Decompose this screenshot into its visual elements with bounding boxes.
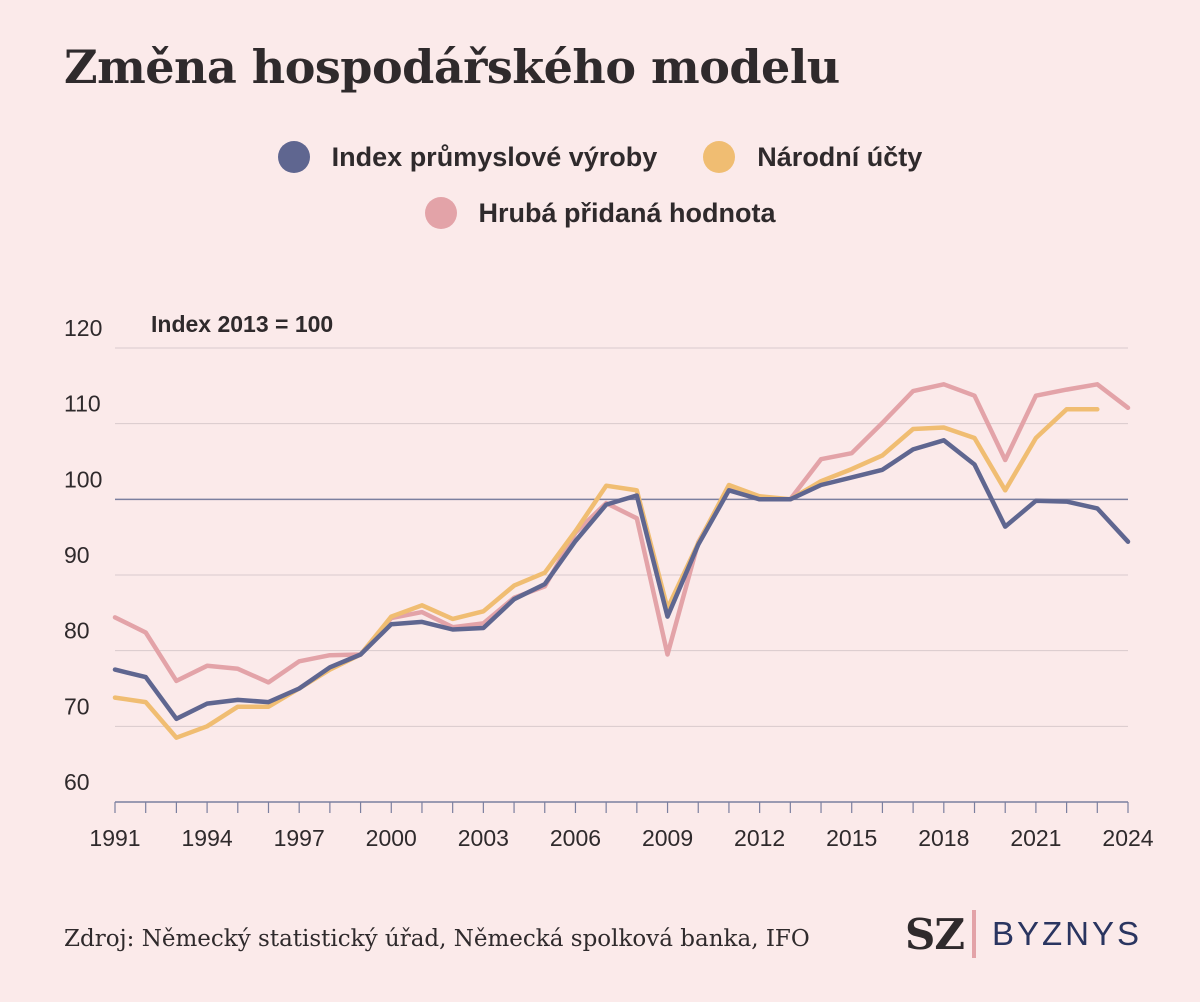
source-note: Zdroj: Německý statistický úřad, Německá… <box>64 926 810 952</box>
legend-swatch-gva <box>424 197 457 229</box>
legend-item-gva: Hrubá přidaná hodnota <box>424 197 776 229</box>
x-tick-label-2021: 2021 <box>1010 825 1061 851</box>
x-axis: 1991 1994 1997 2000 2003 2006 2009 2012 2015 2018… <box>89 801 1154 851</box>
grid-lines <box>115 347 1128 727</box>
x-tick-label-2000: 2000 <box>366 825 417 851</box>
legend-label-national: Národní účty <box>757 141 923 172</box>
y-tick-label-80: 80 <box>64 618 90 644</box>
legend-item-industrial: Index průmyslové výroby <box>277 141 658 173</box>
sz-byznys-logo: SZ BYZNYS <box>905 908 1142 960</box>
x-tick-label-2006: 2006 <box>550 825 601 851</box>
x-tick-label-2012: 2012 <box>734 825 785 851</box>
legend: Index průmyslové výroby Národní účty Hru… <box>0 140 1200 252</box>
legend-item-national: Národní účty <box>703 141 922 173</box>
x-tick-label-1997: 1997 <box>274 825 325 851</box>
y-tick-label-120: 120 <box>64 315 102 341</box>
legend-label-gva: Hrubá přidaná hodnota <box>478 197 776 228</box>
chart-title: Změna hospodářského modelu <box>64 40 840 94</box>
series-line-national <box>112 407 1100 740</box>
logo-divider <box>972 910 976 958</box>
x-tick-label-1994: 1994 <box>182 825 233 851</box>
x-tick-label-2003: 2003 <box>458 825 509 851</box>
legend-label-industrial: Index průmyslové výroby <box>331 141 658 172</box>
legend-swatch-industrial <box>277 141 310 173</box>
y-tick-label-70: 70 <box>64 693 90 719</box>
series-line-industrial <box>112 438 1131 722</box>
series-lines <box>112 382 1131 740</box>
y-tick-label-110: 110 <box>64 391 101 417</box>
y-axis-ticks: 60 70 80 90 100 110 120 <box>64 315 102 795</box>
y-tick-label-100: 100 <box>64 466 102 492</box>
x-tick-label-2015: 2015 <box>826 825 877 851</box>
y-tick-label-60: 60 <box>64 769 90 795</box>
logo-byznys: BYZNYS <box>992 915 1143 952</box>
index-annotation: Index 2013 = 100 <box>151 311 333 337</box>
x-tick-label-2018: 2018 <box>918 825 969 851</box>
legend-swatch-national <box>703 141 736 173</box>
series-line-gva <box>112 382 1131 685</box>
x-tick-label-2009: 2009 <box>642 825 693 851</box>
x-tick-label-1991: 1991 <box>89 825 140 851</box>
logo-sz: SZ <box>905 909 965 959</box>
y-tick-label-90: 90 <box>64 542 90 568</box>
x-tick-label-2024: 2024 <box>1102 825 1153 851</box>
